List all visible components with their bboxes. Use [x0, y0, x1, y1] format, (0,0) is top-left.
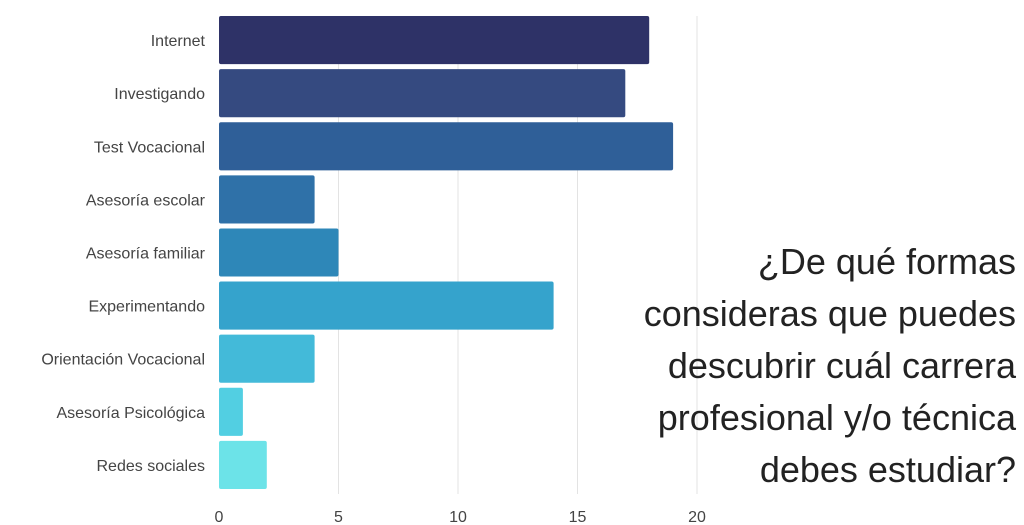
category-labels: Internet Investigando Test Vocacional Aseso…	[41, 33, 205, 475]
question-line: profesional y/o técnica	[657, 397, 1016, 438]
category-label: Asesoría Psicológica	[56, 405, 205, 422]
x-tick-label: 15	[569, 509, 587, 525]
question-line: consideras que puedes	[643, 293, 1016, 334]
bar	[219, 281, 554, 330]
category-label: Redes sociales	[97, 458, 206, 475]
x-tick-label: 0	[215, 509, 224, 525]
bars	[219, 16, 674, 489]
x-tick-label: 20	[688, 509, 706, 525]
category-label: Experimentando	[88, 299, 205, 316]
bar	[219, 440, 267, 489]
category-label: Test Vocacional	[94, 139, 205, 156]
x-tick-labels: 0 5 10 15 20	[215, 509, 706, 525]
bar	[219, 16, 650, 65]
bar	[219, 122, 674, 171]
bar	[219, 69, 626, 118]
x-tick-label: 5	[334, 509, 343, 525]
category-label: Asesoría escolar	[86, 192, 206, 209]
x-tick-label: 10	[449, 509, 467, 525]
category-label: Investigando	[114, 86, 205, 103]
bar	[219, 228, 339, 277]
category-label: Internet	[151, 33, 206, 50]
bar	[219, 334, 315, 383]
bar	[219, 175, 315, 224]
category-label: Orientación Vocacional	[41, 352, 205, 369]
question-line: descubrir cuál carrera	[667, 345, 1016, 386]
bar	[219, 387, 243, 436]
category-label: Asesoría familiar	[86, 246, 206, 263]
question-text: ¿De qué formas consideras que puedes des…	[596, 236, 1016, 496]
question-line: debes estudiar?	[759, 449, 1016, 490]
question-line: ¿De qué formas	[757, 241, 1016, 282]
